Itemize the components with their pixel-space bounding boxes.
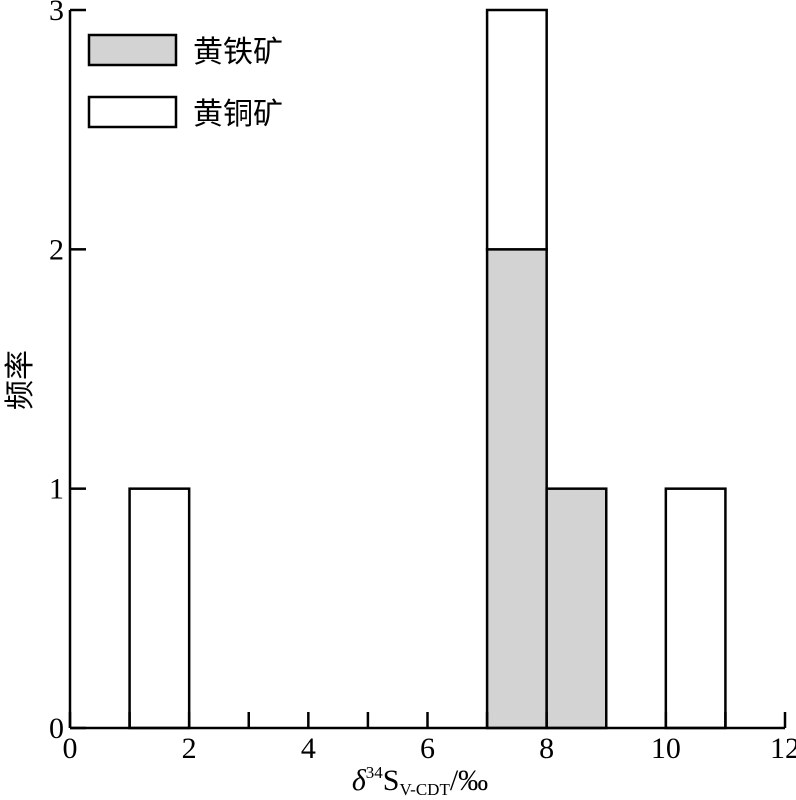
x-axis-title-superscript: 34 (366, 763, 384, 782)
x-tick-label: 6 (420, 732, 435, 765)
y-tick-label: 3 (49, 0, 64, 27)
x-tick-label: 10 (651, 732, 681, 765)
x-axis-ticks: 0 2 4 6 8 10 12 (63, 712, 796, 765)
y-tick-label: 0 (49, 712, 64, 745)
x-tick-label: 2 (182, 732, 197, 765)
y-tick-label: 1 (49, 473, 64, 506)
legend-label-1: 黄铜矿 (193, 97, 283, 132)
y-axis-ticks: 0 1 2 3 (49, 0, 86, 745)
bar-series-1-bin-0 (128, 487, 191, 730)
x-axis-title-element: S (383, 764, 400, 797)
x-tick-label: 4 (301, 732, 316, 765)
x-tick-label: 12 (770, 732, 796, 765)
bar-series-1-bin-1 (485, 8, 548, 251)
x-axis-title-delta: δ (352, 764, 367, 797)
legend-swatch-1 (87, 95, 178, 129)
x-axis-title: δ34SV-CDT/‰ (352, 763, 488, 799)
y-axis-title: 频率 (3, 350, 38, 410)
bar-series-0-bin-2 (545, 487, 608, 730)
x-tick-label: 0 (63, 732, 78, 765)
y-tick-label: 2 (49, 233, 64, 266)
x-axis-title-subscript: V-CDT (399, 780, 450, 799)
histogram-bars (128, 8, 727, 730)
bar-series-0-bin-1 (485, 248, 548, 730)
legend-label-0: 黄铁矿 (193, 35, 283, 70)
bar-series-1-bin-3 (664, 487, 727, 730)
legend-swatch-0 (87, 33, 178, 67)
x-axis-title-suffix: /‰ (450, 764, 488, 797)
x-tick-label: 8 (539, 732, 554, 765)
